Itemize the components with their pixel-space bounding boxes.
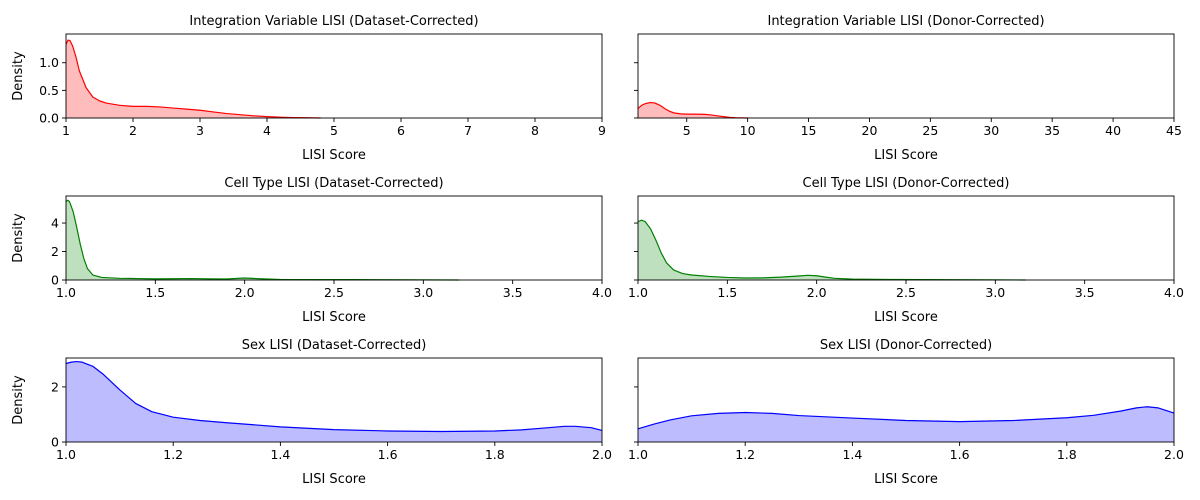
y-tick-label: 0.5 — [39, 83, 59, 98]
x-tick-label: 1.0 — [628, 285, 648, 300]
x-tick-label: 9 — [598, 123, 606, 138]
x-tick-label: 45 — [1166, 123, 1182, 138]
y-tick-label: 2 — [51, 379, 59, 394]
x-tick-label: 20 — [862, 123, 878, 138]
x-tick-label: 3.0 — [985, 285, 1005, 300]
x-tick-label: 1.4 — [842, 447, 862, 462]
x-tick-label: 2.0 — [592, 447, 612, 462]
density-area — [638, 220, 1026, 280]
x-tick-label: 1.5 — [145, 285, 165, 300]
x-tick-label: 3.0 — [413, 285, 433, 300]
chart-panel-4: Cell Type LISI (Donor-Corrected) 1.0 1.5 2.… — [628, 176, 1184, 325]
x-tick-label: 1.2 — [163, 447, 183, 462]
x-axis-label: LISI Score — [302, 148, 366, 163]
x-tick-label: 1.0 — [56, 285, 76, 300]
axes-frame — [637, 33, 1175, 119]
chart-title: Cell Type LISI (Donor-Corrected) — [803, 176, 1010, 191]
x-tick-label: 2.5 — [324, 285, 344, 300]
x-tick-label: 1.8 — [1057, 447, 1077, 462]
x-tick-label: 1.0 — [56, 447, 76, 462]
density-area — [66, 361, 602, 442]
x-tick-label: 2.0 — [1164, 447, 1184, 462]
y-axis-label: Density — [11, 213, 26, 263]
density-line — [65, 39, 321, 119]
x-tick-label: 1.0 — [628, 447, 648, 462]
x-tick-label: 10 — [740, 123, 756, 138]
y-tick-label: 0 — [51, 273, 59, 288]
chart-panel-1: Integration Variable LISI (Dataset-Corre… — [11, 14, 606, 163]
chart-panel-2: Integration Variable LISI (Donor-Correct… — [634, 14, 1182, 163]
x-tick-label: 3 — [196, 123, 204, 138]
chart-panel-6: Sex LISI (Donor-Corrected) 1.0 1.2 1.4 1.6 1.… — [628, 338, 1184, 487]
x-tick-label: 1.8 — [485, 447, 505, 462]
density-line — [637, 101, 748, 119]
x-tick-label: 6 — [397, 123, 405, 138]
x-tick-label: 1.6 — [950, 447, 970, 462]
density-area — [66, 200, 460, 280]
chart-panel-5: Sex LISI (Dataset-Corrected) 1.0 1.2 1.4 1.6… — [11, 338, 612, 487]
x-tick-label: 1.4 — [270, 447, 290, 462]
x-tick-label: 3.5 — [1075, 285, 1095, 300]
x-axis-label: LISI Score — [874, 472, 938, 487]
x-tick-label: 3.5 — [503, 285, 523, 300]
y-tick-label: 1.0 — [39, 55, 59, 70]
x-axis-label: LISI Score — [302, 472, 366, 487]
x-tick-label: 25 — [922, 123, 938, 138]
x-axis-label: LISI Score — [874, 148, 938, 163]
x-tick-label: 4.0 — [592, 285, 612, 300]
x-tick-label: 4 — [263, 123, 271, 138]
axes-frame — [65, 33, 603, 119]
chart-title: Sex LISI (Donor-Corrected) — [820, 338, 992, 353]
y-tick-label: 2 — [51, 244, 59, 259]
x-axis-label: LISI Score — [302, 310, 366, 325]
density-area — [638, 406, 1174, 442]
x-axis-label: LISI Score — [874, 310, 938, 325]
x-tick-label: 5 — [330, 123, 338, 138]
x-tick-label: 2.0 — [235, 285, 255, 300]
x-tick-label: 2 — [129, 123, 137, 138]
x-tick-label: 5 — [683, 123, 691, 138]
y-tick-label: 0.0 — [39, 111, 59, 126]
axes-frame — [637, 357, 1175, 443]
axes-frame — [65, 357, 603, 443]
density-line — [65, 360, 603, 433]
y-tick-label: 4 — [51, 216, 59, 231]
x-tick-label: 40 — [1105, 123, 1121, 138]
x-tick-label: 1 — [62, 123, 70, 138]
x-tick-label: 4.0 — [1164, 285, 1184, 300]
x-tick-label: 2.5 — [896, 285, 916, 300]
density-line — [637, 219, 1026, 281]
x-tick-label: 1.2 — [735, 447, 755, 462]
x-tick-label: 2.0 — [807, 285, 827, 300]
axes-frame — [65, 195, 603, 281]
x-tick-label: 7 — [464, 123, 472, 138]
chart-title: Integration Variable LISI (Dataset-Corre… — [189, 14, 478, 29]
density-area — [66, 40, 321, 118]
x-tick-label: 1.5 — [717, 285, 737, 300]
density-area — [638, 102, 748, 118]
axes-frame — [637, 195, 1175, 281]
density-line — [65, 199, 460, 281]
y-tick-label: 0 — [51, 435, 59, 450]
x-tick-label: 35 — [1044, 123, 1060, 138]
x-tick-label: 8 — [531, 123, 539, 138]
density-line — [637, 406, 1175, 430]
x-tick-label: 30 — [983, 123, 999, 138]
chart-title: Integration Variable LISI (Donor-Correct… — [767, 14, 1044, 29]
chart-panel-3: Cell Type LISI (Dataset-Corrected) 1.0 1.5… — [11, 176, 612, 325]
x-tick-label: 15 — [801, 123, 817, 138]
chart-title: Cell Type LISI (Dataset-Corrected) — [224, 176, 443, 191]
x-tick-label: 1.6 — [378, 447, 398, 462]
y-axis-label: Density — [11, 375, 26, 425]
y-axis-label: Density — [11, 51, 26, 101]
chart-title: Sex LISI (Dataset-Corrected) — [242, 338, 427, 353]
